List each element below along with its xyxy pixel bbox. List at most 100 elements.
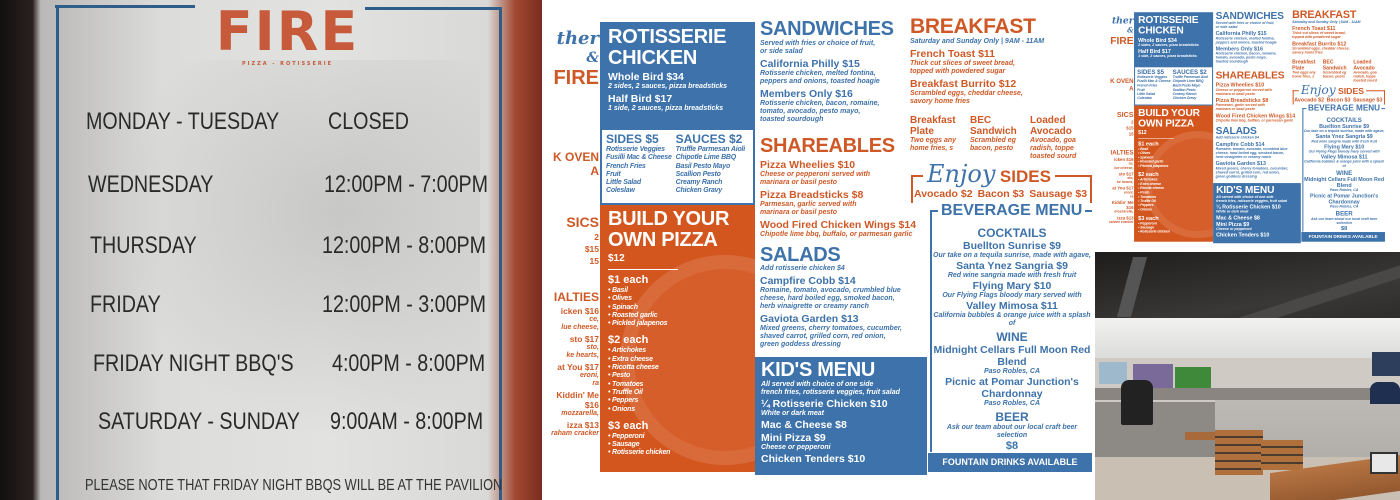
menu-item-name: Mini Pizza $9 — [761, 432, 826, 444]
menu-logo-script: ther — [556, 28, 599, 49]
menu-item: Kiddin' Me $16 mozzarella, — [547, 390, 599, 418]
chair — [1215, 430, 1263, 475]
build-pizza-price: $12 — [1138, 130, 1147, 136]
beverage-desc: Red wine sangria made with fresh fruit — [947, 272, 1077, 279]
topping-tier: $1 eachBasilOlivesSpinachRoasted garlicP… — [1138, 141, 1209, 169]
menu-item-desc: Rotisserie chicken, bacon, romaine, — [760, 100, 880, 107]
topping-item: Sausage — [608, 441, 747, 449]
menu-item: Breakfast Plate Two eggs any home fries, s — [910, 113, 970, 161]
menu-item-desc: sto, — [586, 344, 599, 351]
menu-item-desc: Cheese or pepperoni served with — [1215, 88, 1272, 92]
menu-item-name: Members Only $16 — [760, 88, 853, 100]
topping-item: Onions — [608, 406, 747, 414]
side-item: French Fries — [606, 162, 646, 170]
topping-item: Ricotta cheese — [608, 364, 747, 372]
menu-item-name: Campfire Cobb $14 — [760, 275, 856, 287]
menu-item-desc: Scrambled eg — [970, 137, 1016, 144]
menu-item: Whole Bird $34 2 sides, 2 sauces, pizza b… — [608, 71, 747, 91]
sign-border-top-right — [365, 7, 500, 10]
classics-section: SICS 2 $15 15 — [547, 214, 599, 266]
topping-item: Spinach — [1138, 156, 1209, 160]
beverage-name: Buellton Sunrise $9 — [962, 240, 1062, 252]
topping-item: Pepperoni — [608, 433, 747, 441]
topping-item: Spinach — [608, 304, 747, 312]
menu-item-desc: green goddess dressing — [1215, 174, 1257, 179]
hours-time: 12:00PM - 3:00PM — [322, 291, 487, 318]
topping-item: Olives — [1138, 152, 1209, 156]
left-heading: A — [590, 164, 599, 178]
napkin-holder — [1370, 452, 1398, 474]
build-pizza-section: BUILD YOUR OWN PIZZA $12 $1 eachBasilOli… — [1134, 105, 1214, 242]
menu-item: Half Bird $17 1 side, 2 sauces, pizza bre… — [1138, 48, 1209, 58]
menu-logo-ampersand: & — [586, 50, 599, 66]
menu-item-desc: mozzarella, — [561, 410, 599, 417]
build-pizza-price: $12 — [608, 253, 625, 264]
sandwiches-subtitle: Served with fries or choice of fruit, — [760, 40, 876, 47]
kids-menu-title: KID'S MENU — [1216, 184, 1275, 196]
sign-logo: FIRE — [215, 0, 360, 63]
sign-border-right — [499, 7, 502, 500]
menu-item: Wood Fired Chicken Wings $14 Chipotle lim… — [1216, 113, 1296, 123]
menu-item-name: Breakfast Burrito $12 — [910, 78, 1017, 90]
menu-item-name: Whole Bird $34 — [608, 71, 684, 83]
menu-item: Mini Pizza $9 Cheese or pepperoni — [1216, 221, 1298, 231]
wine-list: Midnight Cellars Full Moon Red Blend Paso… — [932, 344, 1092, 408]
sauce-item: Truffle Parmesan Aioli — [675, 146, 746, 153]
shareables-section: SHAREABLES Pizza Wheelies $10 Cheese or p… — [1216, 70, 1296, 123]
menu-item-name: izza $13 — [1117, 215, 1134, 221]
topping-item: Pesto — [608, 372, 747, 380]
beverage-menu-title: BEVERAGE MENU — [938, 201, 1086, 221]
hours-sign-photo: FIRE PIZZA - ROTISSERIE MONDAY - TUESDAY… — [0, 0, 542, 500]
tv — [1175, 367, 1211, 389]
menu-item-desc: herb vinaigrette or creamy ranch — [1215, 155, 1272, 160]
menu-item: Campfire Cobb $14 Romaine, tomato, avocad… — [1216, 141, 1291, 159]
menu-item-name: at You $17 — [1112, 185, 1134, 191]
menu-item: French Toast $11 Thick cut slices of swee… — [910, 48, 1092, 76]
menu-board-thumbnail: ther & FIRE K OVEN A SICS 2 $15 15 IALTIES… — [1092, 0, 1400, 252]
beverage-name: Midnight Cellars Full Moon Red Blend — [933, 344, 1091, 368]
menu-item-desc: Scrambled eggs, cheddar cheese, — [910, 90, 1023, 97]
side-item: Avocado $2 — [1294, 96, 1325, 103]
sides-sauces-section: SIDES $5 Rotisserie Veggies Fusilli Mac &… — [1134, 67, 1214, 106]
side-item: French Fries — [1137, 83, 1158, 88]
menu-item-name: icken $16 — [560, 306, 599, 316]
menu-item-desc: 1 side, 2 sauces, pizza breadsticks — [608, 105, 724, 112]
beverage-name: Valley Mimosa $11 — [966, 300, 1058, 312]
beverage-name: Buellton Sunrise $9 — [1319, 123, 1370, 130]
menu-item: Pizza Wheelies $10 Cheese or pepperoni se… — [1216, 82, 1291, 96]
menu-item-desc: topped with powdered sugar — [1292, 35, 1341, 40]
menu-item-desc: Two eggs any — [1292, 70, 1316, 75]
beverage-menu-section: BEVERAGE MENU COCKTAILS Buellton Sunrise… — [930, 201, 1092, 452]
menu-item-desc: cheese, hard boiled egg, smoked bacon, — [1215, 151, 1285, 156]
sauce-item: Chipotle Lime BBQ — [675, 154, 737, 162]
beverage-name: Picnic at Pomar Junction's Chardonnay — [945, 376, 1079, 400]
menu-item-desc: green goddess dressing — [760, 341, 841, 348]
menu-item-desc: Mixed greens, cherry tomatoes, cucumber, — [760, 325, 902, 332]
sides-list: SIDES $5 Rotisserie Veggies Fusilli Mac &… — [1137, 69, 1171, 103]
menu-item-desc: radish, toppe — [1353, 74, 1376, 79]
cocktails-title: COCKTAILS — [977, 226, 1047, 240]
topping-item: Pickled jalapenos — [608, 320, 747, 328]
beverage-name: Valley Mimosa $11 — [1320, 154, 1368, 161]
tv — [1099, 362, 1127, 384]
menu-item: Kiddin' Me $16 mozzarella, — [1107, 200, 1134, 214]
side-item: Coleslaw — [1137, 96, 1152, 101]
cocktails-title: COCKTAILS — [1326, 116, 1362, 124]
side-item: Bacon $3 — [1326, 96, 1351, 103]
beverage-name: Midnight Cellars Full Moon Red Blend — [1304, 176, 1385, 189]
oven-heading: K OVEN A — [547, 150, 599, 178]
sauce-item: Chicken Gravy — [675, 187, 723, 195]
menu-item-desc: Two eggs any — [910, 137, 957, 144]
menu-item-desc: eroni, — [579, 372, 599, 379]
menu-item: Whole Bird $34 2 sides, 2 sauces, pizza b… — [1138, 37, 1209, 47]
topping-item: Tomatoes — [1138, 195, 1209, 199]
menu-item-name: Kiddin' Me $16 — [1111, 199, 1134, 211]
menu-item: Pizza Breadsticks $8 Parmesan, garlic ser… — [1216, 97, 1291, 111]
menu-item-desc: radish, toppe — [1030, 145, 1074, 152]
sauce-item: Basil Pesto Mayo — [675, 162, 731, 170]
menu-item-name: Whole Bird $34 — [1138, 37, 1177, 44]
divider — [1138, 138, 1174, 139]
menu-item-name: California Philly $15 — [760, 58, 860, 70]
menu-item: Mac & Cheese $8 — [761, 419, 921, 431]
side-item: Rotisserie Veggies — [1137, 75, 1168, 80]
